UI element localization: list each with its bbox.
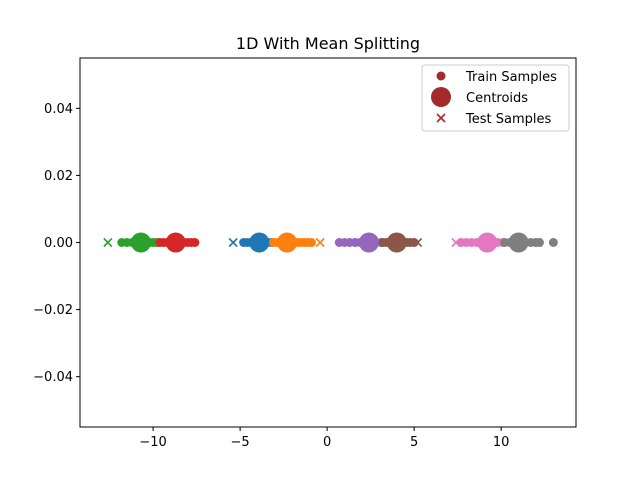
x-tick-label: 10 <box>493 435 510 450</box>
train-sample-point <box>548 238 558 247</box>
y-tick-label: 0.00 <box>44 236 73 251</box>
y-tick-label: −0.04 <box>33 370 73 385</box>
train-sample-point <box>534 238 544 247</box>
legend-test-marker <box>436 113 446 123</box>
y-tick-label: 0.04 <box>44 102 73 117</box>
train-sample-point <box>306 238 316 247</box>
centroid-point <box>249 232 270 253</box>
x-tick-label: −5 <box>231 435 250 450</box>
legend-box <box>421 64 570 132</box>
centroid-point <box>358 232 379 253</box>
legend-test-label: Test Samples <box>465 112 551 127</box>
x-tick-label: −10 <box>139 435 166 450</box>
test-sample-marker <box>348 237 358 248</box>
test-sample-marker <box>413 237 423 248</box>
x-axis: −10 −5 0 5 10 <box>139 427 509 450</box>
y-tick-label: 0.02 <box>44 169 73 184</box>
train-sample-point <box>190 238 200 247</box>
x-tick-label: 5 <box>410 435 418 450</box>
y-axis: −0.04 −0.02 0.00 0.02 0.04 <box>33 102 80 385</box>
centroid-point <box>165 232 186 253</box>
chart-title: 1D With Mean Splitting <box>236 34 420 53</box>
test-sample-marker <box>451 237 461 248</box>
legend-train-marker <box>436 71 446 81</box>
legend: Train Samples Centroids Test Samples <box>421 64 570 132</box>
centroid-point <box>477 232 498 253</box>
centroid-point <box>130 232 151 253</box>
centroid-point <box>508 232 529 253</box>
legend-train-label: Train Samples <box>465 70 557 85</box>
legend-centroid-marker <box>431 87 451 107</box>
test-sample-marker <box>315 237 325 248</box>
plot-marks <box>103 232 558 253</box>
legend-centroid-label: Centroids <box>466 91 528 106</box>
test-sample-marker <box>103 237 113 248</box>
x-tick-label: 0 <box>323 435 331 450</box>
test-sample-marker <box>228 237 238 248</box>
y-tick-label: −0.02 <box>33 303 73 318</box>
centroid-point <box>386 232 407 253</box>
centroid-point <box>277 232 298 253</box>
test-sample-marker <box>533 237 543 248</box>
